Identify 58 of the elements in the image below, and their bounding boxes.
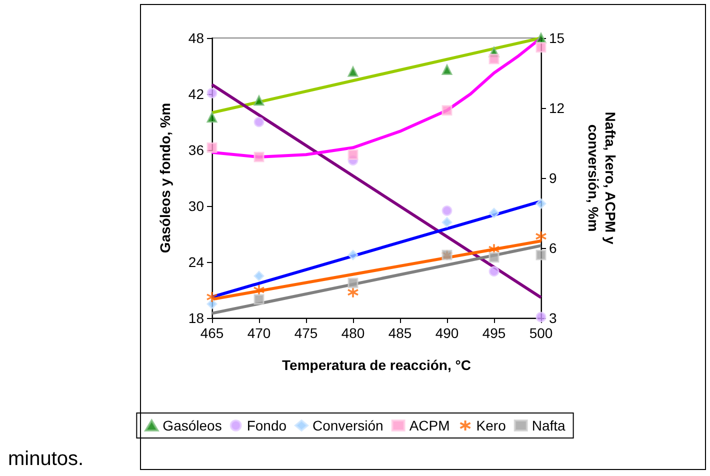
legend-label: ACPM — [409, 418, 450, 434]
point — [536, 250, 546, 260]
point — [348, 250, 358, 260]
x-tick-label: 485 — [388, 325, 412, 341]
legend-label: Conversión — [312, 418, 384, 434]
y2-tick-label: 15 — [549, 30, 565, 46]
point — [536, 198, 546, 209]
point — [442, 105, 452, 116]
y-axis-title: Gasóleos y fondo, %m — [157, 102, 173, 254]
point — [442, 205, 452, 216]
point — [253, 284, 265, 296]
point — [348, 66, 358, 77]
point — [348, 149, 358, 160]
point — [254, 152, 264, 162]
point — [536, 312, 546, 322]
x-tick-label: 470 — [247, 325, 271, 341]
y-tick-label: 36 — [188, 142, 204, 158]
point — [488, 252, 500, 263]
point — [488, 266, 500, 277]
point — [206, 142, 218, 153]
x-axis-title: Temperatura de reacción, °C — [282, 357, 471, 373]
x-tick-label: 495 — [482, 325, 506, 341]
legend-label: Nafta — [532, 418, 566, 434]
point — [488, 208, 500, 218]
point — [348, 278, 358, 288]
x-tick-label: 465 — [200, 325, 224, 341]
legend-label: Fondo — [246, 418, 287, 434]
point — [535, 230, 547, 242]
point — [536, 42, 546, 53]
point — [206, 112, 218, 123]
x-tick-label: 490 — [435, 325, 459, 341]
point — [206, 298, 218, 310]
y2-tick-label: 3 — [549, 310, 557, 326]
point — [206, 291, 218, 303]
y2-tick-label: 12 — [549, 100, 565, 116]
y-tick-label: 48 — [188, 30, 204, 46]
point — [254, 95, 264, 106]
point — [442, 64, 452, 75]
point — [347, 286, 359, 298]
y-tick-label: 24 — [188, 254, 204, 270]
point — [254, 294, 264, 305]
y2-tick-label: 6 — [549, 240, 557, 256]
legend-label: Gasóleos — [162, 418, 222, 434]
point — [254, 270, 264, 282]
text: minutos. — [8, 448, 84, 471]
y2-axis-title: Nafta, kero, ACPM y conversión, %m — [586, 112, 618, 244]
y-tick-label: 42 — [188, 86, 204, 102]
y-tick-label: 18 — [188, 310, 204, 326]
point — [206, 88, 218, 98]
point — [254, 116, 264, 128]
x-tick-label: 480 — [341, 325, 365, 341]
y2-tick-label: 9 — [549, 170, 557, 186]
x-tick-label: 475 — [294, 325, 318, 341]
legend-label: Kero — [476, 418, 506, 434]
point — [488, 54, 500, 64]
x-tick-label: 500 — [529, 325, 553, 341]
y-tick-label: 30 — [188, 198, 204, 214]
point — [442, 217, 452, 228]
